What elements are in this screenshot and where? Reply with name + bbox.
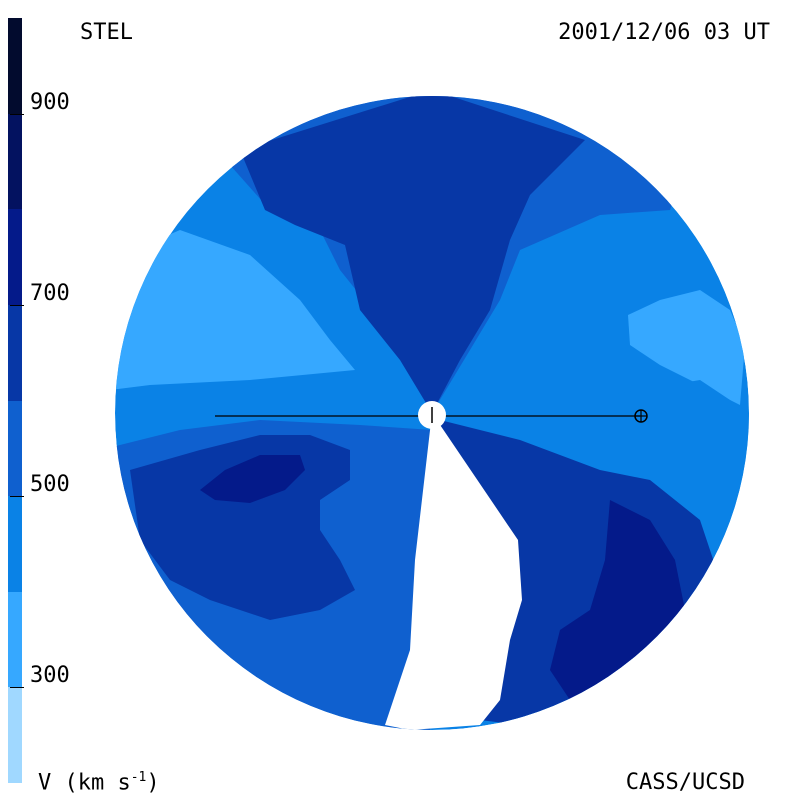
unit-text: V (km s bbox=[38, 770, 131, 796]
colorbar-tick-label: 700 bbox=[30, 280, 70, 306]
colorbar-segment bbox=[8, 209, 22, 305]
colorbar-tick-label: 300 bbox=[30, 663, 70, 689]
colorbar bbox=[8, 18, 22, 783]
contour-level-300-400-east bbox=[628, 290, 745, 405]
colorbar-tick bbox=[10, 113, 24, 115]
source-label: STEL bbox=[80, 20, 133, 45]
credit-label: CASS/UCSD bbox=[625, 770, 745, 795]
unit-exponent: -1 bbox=[130, 770, 147, 785]
colorbar-tick-label: 500 bbox=[30, 472, 70, 498]
timestamp-label: 2001/12/06 03 UT bbox=[558, 20, 770, 45]
contour-level-600-700-north bbox=[240, 96, 585, 413]
unit-close: ) bbox=[146, 770, 160, 796]
colorbar-tick bbox=[10, 687, 24, 689]
contour-level-700-800-southwest bbox=[200, 455, 305, 503]
colorbar-segment bbox=[8, 304, 22, 401]
contour-level-600-700-southwest bbox=[130, 435, 355, 620]
colorbar-segment bbox=[8, 18, 22, 114]
colorbar-segment bbox=[8, 400, 22, 497]
colorbar-tick-label: 900 bbox=[30, 89, 70, 115]
contour-level-300-400-west bbox=[115, 230, 355, 390]
colorbar-unit-label: V (km s-1) bbox=[38, 770, 160, 795]
colorbar-segment bbox=[8, 687, 22, 783]
colorbar-segment bbox=[8, 496, 22, 592]
data-gap-wedge bbox=[385, 413, 522, 730]
colorbar-tick bbox=[10, 496, 24, 498]
colorbar-segment bbox=[8, 591, 22, 688]
colorbar-tick bbox=[10, 304, 24, 306]
colorbar-segment bbox=[8, 113, 22, 210]
